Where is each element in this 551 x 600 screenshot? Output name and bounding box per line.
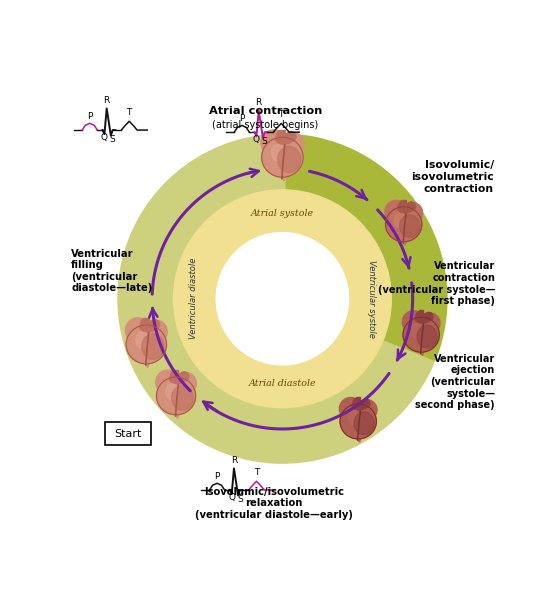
Ellipse shape xyxy=(354,412,374,435)
Ellipse shape xyxy=(417,325,437,348)
Ellipse shape xyxy=(403,317,439,352)
Circle shape xyxy=(150,320,159,329)
Polygon shape xyxy=(140,356,152,367)
Circle shape xyxy=(216,233,349,365)
Bar xyxy=(401,200,406,208)
Text: R: R xyxy=(256,98,262,107)
Ellipse shape xyxy=(276,133,293,144)
Circle shape xyxy=(144,320,168,343)
Ellipse shape xyxy=(171,371,179,380)
Polygon shape xyxy=(170,407,181,418)
Text: Ventricular
ejection
(ventricular
systole—
second phase): Ventricular ejection (ventricular systol… xyxy=(415,354,495,410)
Ellipse shape xyxy=(416,311,424,320)
Polygon shape xyxy=(276,170,288,181)
Text: Ventricular
contraction
(ventricular systole—
first phase): Ventricular contraction (ventricular sys… xyxy=(377,262,495,306)
Ellipse shape xyxy=(340,404,376,439)
Ellipse shape xyxy=(398,203,413,213)
Ellipse shape xyxy=(272,144,284,161)
Text: P: P xyxy=(87,112,93,121)
Text: Q: Q xyxy=(101,133,108,142)
Text: Atrial contraction: Atrial contraction xyxy=(209,106,322,116)
Bar xyxy=(279,130,285,139)
Ellipse shape xyxy=(141,319,149,328)
Circle shape xyxy=(385,200,408,223)
Ellipse shape xyxy=(156,377,196,415)
Circle shape xyxy=(280,133,304,155)
Text: S: S xyxy=(262,137,268,146)
Circle shape xyxy=(118,134,447,463)
Ellipse shape xyxy=(415,314,430,323)
Text: Start: Start xyxy=(115,428,142,439)
Bar xyxy=(173,370,179,379)
Ellipse shape xyxy=(170,373,186,383)
Text: P: P xyxy=(239,115,245,124)
Circle shape xyxy=(286,131,296,142)
Text: R: R xyxy=(231,456,237,465)
Ellipse shape xyxy=(395,213,405,227)
Polygon shape xyxy=(398,235,408,245)
Text: Ventricular systole: Ventricular systole xyxy=(367,260,376,338)
Ellipse shape xyxy=(352,401,367,410)
Text: T: T xyxy=(279,110,284,119)
Text: Atrial diastole: Atrial diastole xyxy=(249,379,316,388)
Ellipse shape xyxy=(412,323,423,338)
Polygon shape xyxy=(352,432,363,442)
Wedge shape xyxy=(283,134,447,361)
Text: S: S xyxy=(110,134,116,143)
Bar xyxy=(419,310,423,319)
Ellipse shape xyxy=(171,386,193,410)
Text: Q: Q xyxy=(228,493,235,502)
Text: P: P xyxy=(214,472,220,481)
Circle shape xyxy=(424,313,433,321)
Text: Atrial systole: Atrial systole xyxy=(251,209,314,218)
Circle shape xyxy=(402,311,425,334)
Text: Ventricular
filling
(ventricular
diastole—late): Ventricular filling (ventricular diastol… xyxy=(71,248,152,293)
Circle shape xyxy=(361,399,370,407)
Circle shape xyxy=(180,372,189,381)
Bar xyxy=(143,317,149,326)
Ellipse shape xyxy=(277,131,285,140)
Text: (atrial systole begins): (atrial systole begins) xyxy=(212,121,318,130)
Circle shape xyxy=(419,313,440,334)
Ellipse shape xyxy=(278,146,301,172)
Ellipse shape xyxy=(399,215,420,238)
Circle shape xyxy=(407,202,415,211)
Text: Isovolumic/isovolumetric
relaxation
(ventricular diastole—early): Isovolumic/isovolumetric relaxation (ven… xyxy=(195,487,353,520)
Circle shape xyxy=(174,373,196,394)
Circle shape xyxy=(356,400,377,420)
Text: S: S xyxy=(237,494,243,503)
Bar xyxy=(355,397,360,405)
Circle shape xyxy=(156,370,180,394)
Text: Q: Q xyxy=(253,136,260,145)
Ellipse shape xyxy=(398,201,406,210)
Text: Ventricular diastole: Ventricular diastole xyxy=(188,258,198,340)
Text: T: T xyxy=(127,108,132,117)
Circle shape xyxy=(174,190,391,407)
Text: R: R xyxy=(104,96,110,105)
Ellipse shape xyxy=(126,325,166,364)
Circle shape xyxy=(339,397,362,420)
Ellipse shape xyxy=(386,207,422,242)
Text: T: T xyxy=(254,468,259,477)
Ellipse shape xyxy=(353,398,360,407)
Circle shape xyxy=(126,318,150,343)
Circle shape xyxy=(402,202,423,223)
Polygon shape xyxy=(415,346,426,355)
Ellipse shape xyxy=(349,410,360,425)
Ellipse shape xyxy=(142,334,164,359)
Ellipse shape xyxy=(139,321,156,332)
Ellipse shape xyxy=(262,137,303,177)
Ellipse shape xyxy=(136,332,148,348)
Ellipse shape xyxy=(166,383,177,400)
Circle shape xyxy=(261,130,287,155)
FancyBboxPatch shape xyxy=(105,422,152,445)
Text: Isovolumic/
isovolumetric
contraction: Isovolumic/ isovolumetric contraction xyxy=(411,160,494,194)
